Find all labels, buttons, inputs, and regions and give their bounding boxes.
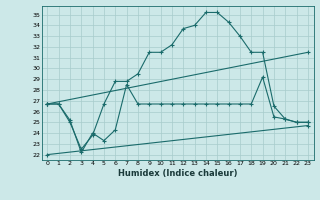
X-axis label: Humidex (Indice chaleur): Humidex (Indice chaleur): [118, 169, 237, 178]
